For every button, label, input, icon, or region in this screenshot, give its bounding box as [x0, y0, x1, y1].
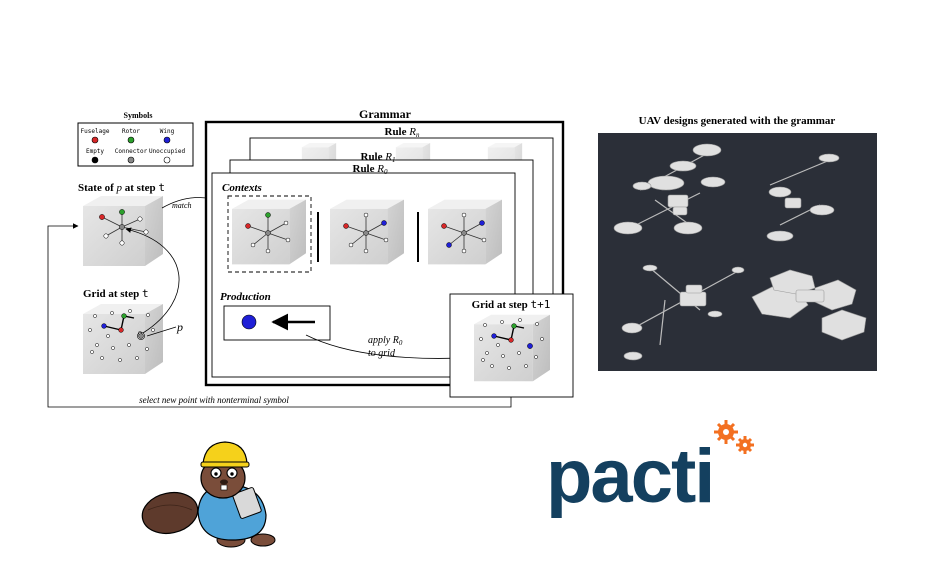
context-2-cube: [330, 199, 404, 265]
pacti-logo-text: pacti: [546, 434, 713, 519]
beaver-mascot: [141, 441, 276, 548]
rule-rn-label: Rule Rn: [385, 126, 420, 139]
symbol-rotor-label: Rotor: [122, 128, 140, 135]
symbol-fuselage-label: Fuselage: [81, 128, 110, 135]
uav-design-3: [621, 264, 745, 361]
loop-arrow: [47, 223, 512, 408]
loop-label: select new point with nonterminal symbol: [139, 395, 289, 405]
uav-title: UAV designs generated with the grammar: [639, 115, 836, 127]
context-1-highlight: [227, 195, 312, 273]
production-label: Production: [220, 291, 271, 303]
grid-t-label: Grid at step t: [83, 287, 149, 300]
symbols-title: Symbols: [124, 111, 153, 120]
symbol-rotor-dot: [127, 136, 135, 144]
production-wing-dot: [241, 314, 257, 330]
uav-render-image: [598, 133, 877, 371]
symbols-legend: Symbols Fuselage Rotor Wing Empty Connec…: [77, 111, 194, 167]
contexts-label: Contexts: [222, 182, 262, 194]
symbol-fuselage-dot: [91, 136, 99, 144]
grid-t1-cube: [474, 314, 550, 382]
symbol-connector-label: Connector: [115, 148, 148, 155]
p-pointer: [146, 326, 177, 337]
context-3-cube: [428, 199, 502, 265]
state-cube: [83, 196, 163, 266]
symbol-wing-dot: [163, 136, 171, 144]
uav-design-2: [766, 153, 840, 242]
uav-design-1: [613, 143, 726, 235]
rule-r1-label: Rule R1: [361, 151, 396, 164]
uav-design-4: [751, 269, 867, 341]
gear-icon: [714, 420, 754, 454]
grammar-title: Grammar: [359, 107, 412, 121]
state-lookup-arrow: [125, 227, 180, 334]
p-label: p: [176, 320, 183, 334]
grid-t1-label: Grid at step t+1: [472, 298, 551, 311]
context-1-cube: [232, 199, 306, 265]
rule-r0-label: Rule R0: [353, 163, 388, 176]
symbol-connector-dot: [127, 156, 135, 164]
pacti-logo: pacti: [546, 420, 754, 519]
symbol-empty-dot: [91, 156, 99, 164]
symbol-wing-label: Wing: [160, 128, 175, 135]
apply-label-line2: to grid: [368, 348, 396, 359]
symbol-empty-label: Empty: [86, 148, 104, 155]
state-label: State of p at step t: [78, 181, 165, 194]
symbol-unoccupied-dot: [163, 156, 171, 164]
symbol-unoccupied-label: Unoccupied: [149, 148, 186, 155]
apply-label: apply R0: [368, 335, 403, 347]
match-label: match: [172, 201, 192, 210]
grid-t-cube: [83, 304, 163, 374]
